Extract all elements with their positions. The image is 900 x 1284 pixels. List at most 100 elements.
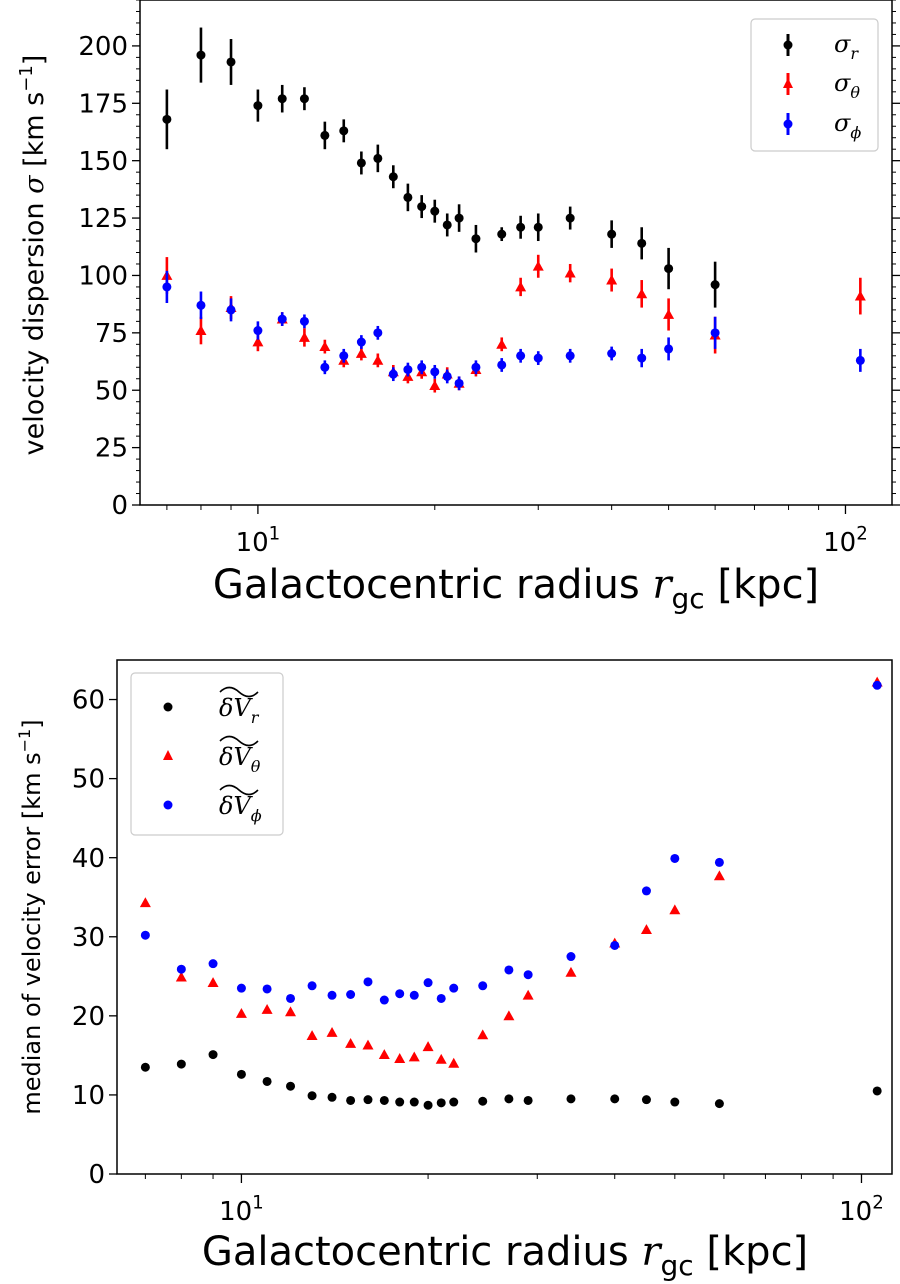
data-point-triangle <box>713 870 725 881</box>
data-point <box>449 983 459 993</box>
data-point <box>610 1094 620 1104</box>
y-tick-label: 25 <box>95 434 128 464</box>
data-point <box>710 280 720 290</box>
y-tick-label: 75 <box>95 319 128 349</box>
data-point <box>388 172 398 182</box>
data-point <box>436 993 446 1003</box>
data-point-triangle <box>345 1038 357 1048</box>
data-point <box>277 314 287 324</box>
data-point-triangle <box>477 1029 489 1040</box>
data-point <box>162 114 172 124</box>
data-point-triangle <box>640 924 652 935</box>
data-point <box>379 1095 389 1105</box>
data-point <box>565 351 575 361</box>
data-point <box>565 213 575 223</box>
data-point <box>339 126 349 136</box>
legend-marker <box>783 40 793 50</box>
top-axis-ticks: 0 25 50 75 100 125 150 175 200 101 102 <box>78 0 900 558</box>
top-y-axis-label: velocity dispersion σ [km s−1] <box>16 55 50 456</box>
x-tick-label: 102 <box>823 523 868 558</box>
data-point <box>430 206 440 216</box>
velocity-error-chart: 0 10 20 30 40 50 60 101 102 median of velocity e… <box>15 659 893 1282</box>
data-point <box>236 1069 246 1079</box>
bottom-axis-ticks: 0 10 20 30 40 50 60 101 102 <box>72 686 884 1227</box>
data-point-triangle <box>261 1004 273 1014</box>
data-point <box>855 355 865 365</box>
legend-marker <box>163 750 173 760</box>
legend-marker <box>783 119 793 129</box>
data-point <box>607 229 617 239</box>
legend-tilde <box>219 784 259 796</box>
data-point <box>497 229 507 239</box>
data-point-triangle <box>306 1030 318 1041</box>
data-point-triangle <box>606 274 618 285</box>
data-point <box>714 1099 724 1109</box>
data-point <box>373 153 383 163</box>
data-point <box>346 1095 356 1105</box>
data-point-triangle <box>564 267 576 278</box>
legend-label: δVϕ <box>219 792 262 825</box>
legend-label: σθ <box>834 69 860 102</box>
data-point-triangle <box>422 1041 434 1052</box>
top-legend-box <box>750 18 879 152</box>
data-point <box>566 952 576 962</box>
data-point <box>523 1095 533 1105</box>
y-tick-label: 150 <box>78 147 128 177</box>
top-data-marks <box>161 27 866 393</box>
bottom-legend: δVr δVθ δVϕ <box>130 672 284 836</box>
y-tick-label: 0 <box>88 1160 105 1190</box>
y-tick-label: 10 <box>72 1081 105 1111</box>
legend-label: σϕ <box>834 109 861 142</box>
data-point <box>442 371 452 381</box>
y-tick-label: 0 <box>111 491 128 521</box>
data-point <box>262 984 272 994</box>
data-point <box>872 1086 882 1096</box>
data-point <box>471 234 481 244</box>
y-tick-label: 50 <box>95 376 128 406</box>
data-point <box>497 360 507 370</box>
data-point <box>417 362 427 372</box>
data-point <box>637 353 647 363</box>
data-point <box>395 989 405 999</box>
data-point <box>442 220 452 230</box>
data-point <box>409 1097 419 1107</box>
data-point-triangle <box>636 288 648 299</box>
y-tick-label: 60 <box>72 686 105 716</box>
legend-tilde <box>219 686 259 698</box>
data-point <box>403 365 413 375</box>
data-point <box>162 282 172 292</box>
data-point <box>299 94 309 104</box>
data-point <box>176 1059 186 1069</box>
data-point <box>516 351 526 361</box>
y-tick-label: 175 <box>78 89 128 119</box>
data-point <box>226 305 236 315</box>
data-point <box>236 983 246 993</box>
data-point <box>140 930 150 940</box>
data-point-triangle <box>854 290 866 301</box>
data-point <box>346 989 356 999</box>
data-point <box>533 353 543 363</box>
data-point <box>320 362 330 372</box>
data-point <box>454 378 464 388</box>
data-point-triangle <box>252 336 264 347</box>
data-point <box>637 238 647 248</box>
data-point <box>664 344 674 354</box>
data-point <box>423 978 433 988</box>
bottom-x-axis-label: Galactocentric radius rgc [kpc] <box>202 1229 808 1282</box>
data-point <box>208 959 218 969</box>
data-point-triangle <box>175 971 187 982</box>
data-point <box>307 981 317 991</box>
data-point-triangle <box>429 380 441 391</box>
data-point-triangle <box>522 989 534 1000</box>
data-point-triangle <box>435 1053 447 1064</box>
data-point-triangle <box>565 966 577 977</box>
legend-label: δVθ <box>219 743 261 776</box>
data-point-triangle <box>532 260 544 271</box>
data-point <box>504 965 514 975</box>
data-point <box>566 1094 576 1104</box>
data-point-triangle <box>515 281 527 292</box>
data-point <box>388 369 398 379</box>
data-point <box>664 264 674 274</box>
data-point <box>286 1081 296 1091</box>
data-point <box>409 990 419 1000</box>
